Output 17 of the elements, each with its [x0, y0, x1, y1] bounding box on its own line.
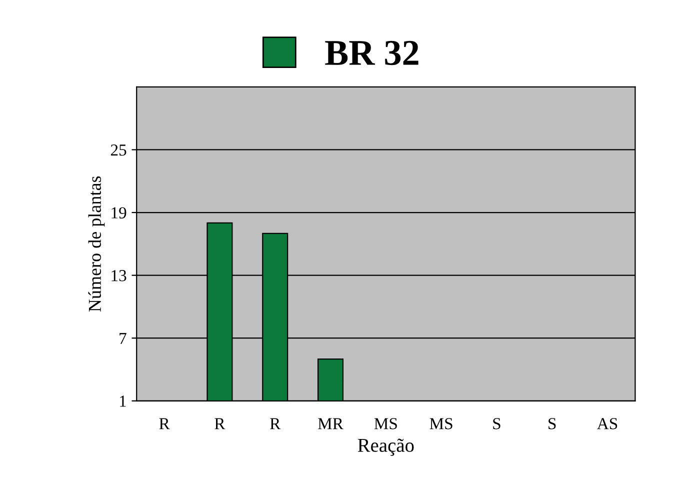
- y-axis-title: Número de plantas: [88, 176, 105, 312]
- legend-label: BR 32: [325, 40, 418, 66]
- y-tick-label: 1: [120, 396, 126, 407]
- y-tick-label: 13: [112, 270, 126, 282]
- x-tick-label: R: [214, 418, 226, 430]
- y-tick-label: 7: [120, 332, 126, 344]
- x-tick-label: MS: [374, 418, 397, 430]
- x-tick-label: MR: [318, 418, 344, 430]
- x-tick-label: R: [270, 418, 281, 430]
- x-tick-label: MS: [430, 418, 452, 430]
- y-tick-label: 25: [110, 144, 126, 156]
- y-tick-label: 19: [112, 207, 126, 218]
- x-axis-title: Reação: [358, 438, 414, 456]
- x-tick-label: AS: [597, 418, 618, 430]
- x-tick-label: S: [493, 418, 500, 430]
- x-tick-label: R: [159, 418, 170, 430]
- x-tick-label: S: [548, 418, 556, 430]
